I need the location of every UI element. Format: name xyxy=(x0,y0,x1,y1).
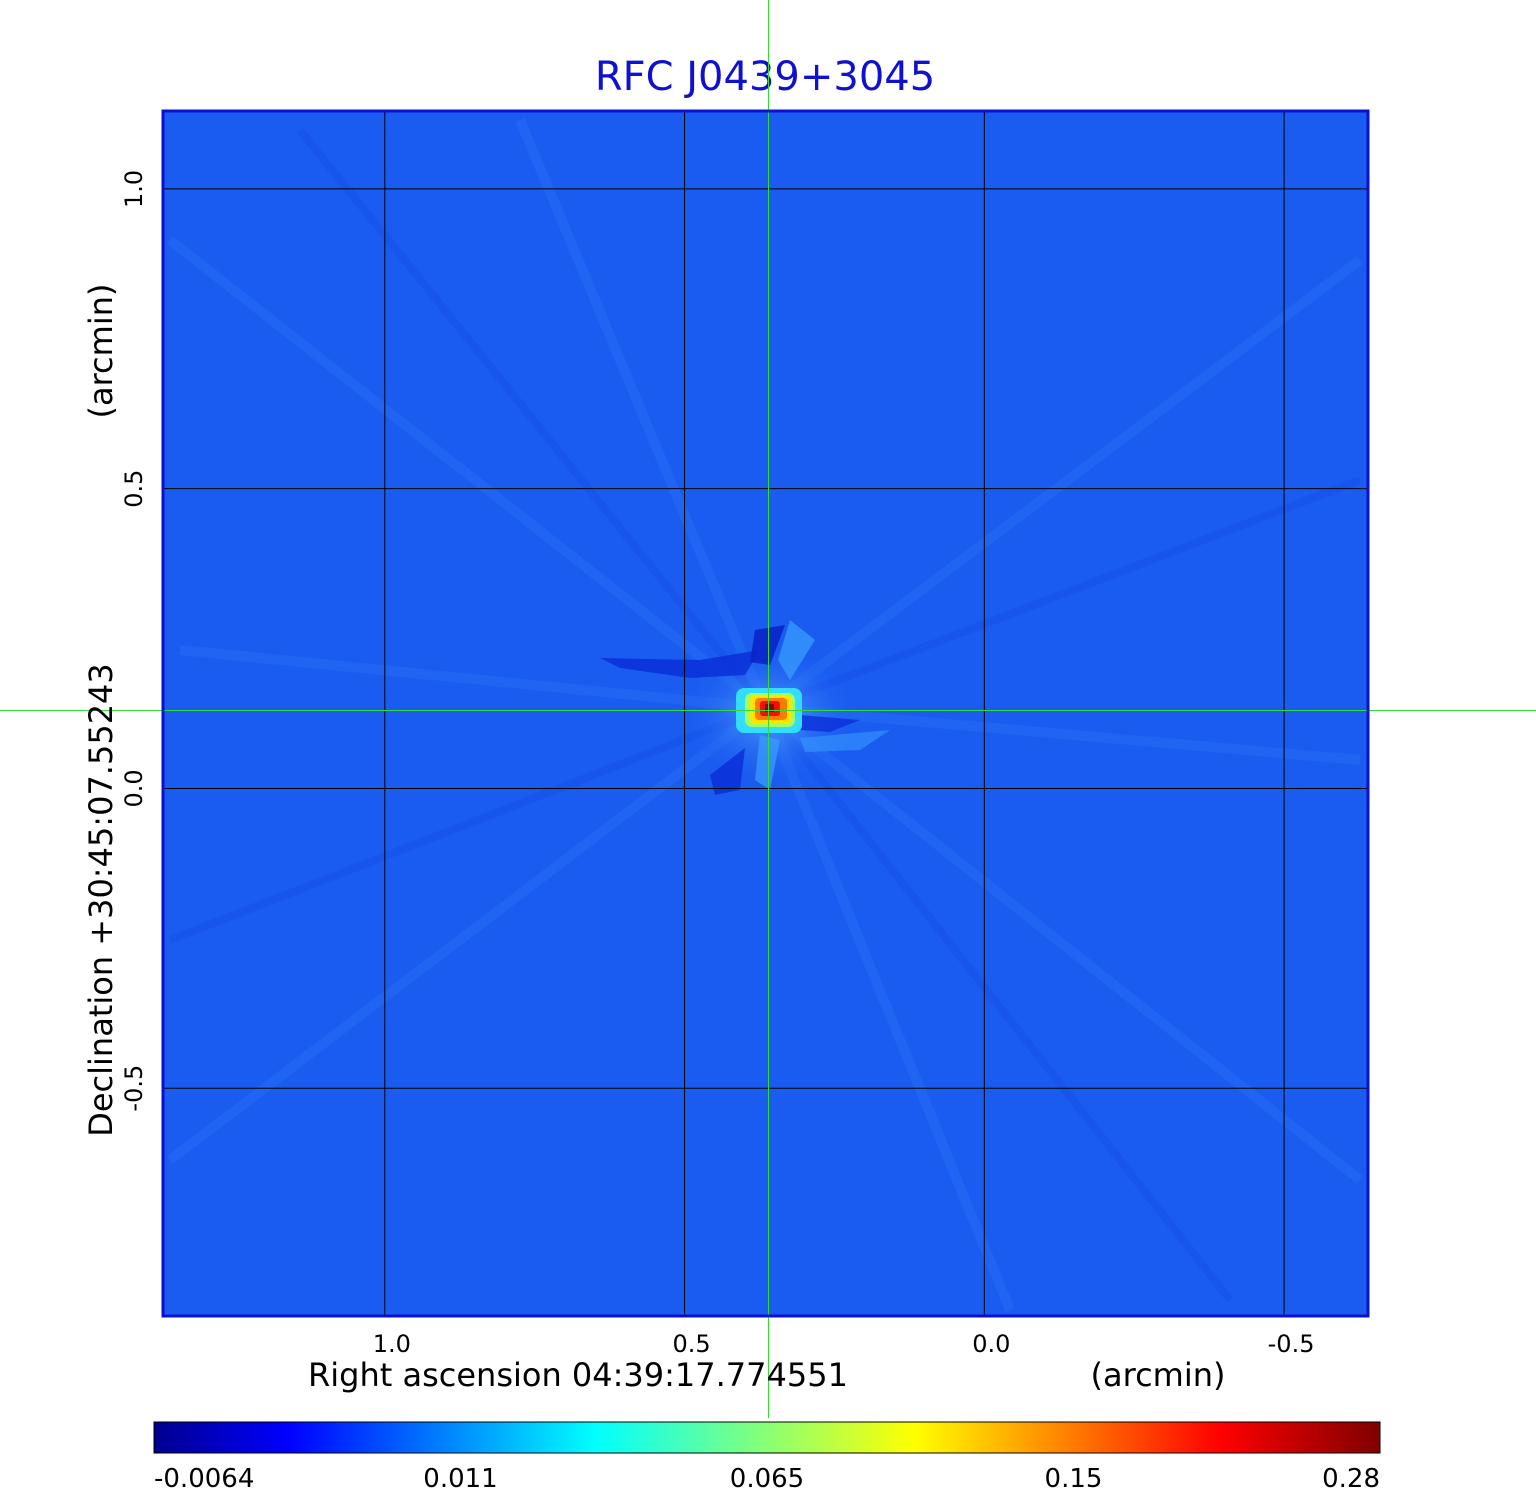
colorbar-gradient xyxy=(153,1421,1381,1454)
map-texture xyxy=(166,118,1364,1312)
grid-lines xyxy=(163,111,1368,1316)
x-tick-label: 0.0 xyxy=(972,1330,1010,1358)
y-tick-label: 1.0 xyxy=(120,170,148,208)
plot-frame xyxy=(161,109,1370,1318)
x-tick-labels: 1.0 0.5 0.0 -0.5 xyxy=(373,1330,1315,1358)
x-tick-label: 0.5 xyxy=(672,1330,710,1358)
x-tick-label: -0.5 xyxy=(1268,1330,1315,1358)
colorbar-tick-label: 0.28 xyxy=(1322,1464,1380,1494)
crosshair xyxy=(0,0,1536,1418)
colorbar-tick-label: 0.011 xyxy=(423,1464,497,1494)
y-tick-label: 0.0 xyxy=(120,769,148,807)
y-tick-label: -0.5 xyxy=(120,1065,148,1112)
y-tick-labels: 1.0 0.5 0.0 -0.5 xyxy=(120,170,148,1112)
colorbar: -0.0064 0.011 0.065 0.15 0.28 xyxy=(153,1421,1381,1494)
x-axis-unit: (arcmin) xyxy=(1091,1356,1226,1394)
plot-area xyxy=(0,0,1536,1418)
colorbar-tick-label: 0.065 xyxy=(730,1464,804,1494)
colorbar-tick-label: 0.15 xyxy=(1045,1464,1103,1494)
y-axis-label: Declination +30:45:07.55243 xyxy=(82,663,120,1137)
y-axis-unit: (arcmin) xyxy=(82,284,120,419)
y-tick-label: 0.5 xyxy=(120,470,148,508)
colorbar-tick-label: -0.0064 xyxy=(154,1464,254,1494)
colorbar-tick-labels: -0.0064 0.011 0.065 0.15 0.28 xyxy=(154,1464,1380,1494)
source-structure xyxy=(600,620,890,795)
x-axis-label: Right ascension 04:39:17.774551 xyxy=(308,1356,848,1394)
x-tick-label: 1.0 xyxy=(373,1330,411,1358)
plot-title: RFC J0439+3045 xyxy=(595,54,935,100)
